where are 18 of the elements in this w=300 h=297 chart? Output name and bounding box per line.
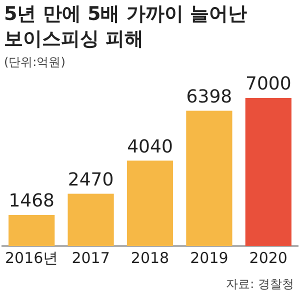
x-tick-label: 2016년 bbox=[5, 248, 58, 267]
data-label: 2470 bbox=[68, 169, 114, 190]
x-tick-label: 2019 bbox=[190, 248, 228, 267]
text: 자료: 경찰청 bbox=[226, 276, 294, 293]
data-label: 7000 bbox=[245, 74, 292, 95]
bar bbox=[126, 160, 174, 246]
bar bbox=[245, 98, 292, 246]
bar bbox=[68, 194, 114, 246]
data-label: 6398 bbox=[186, 86, 232, 108]
x-tick-label: 2018 bbox=[130, 248, 170, 267]
chart-subtitle: (단위:억원) bbox=[4, 54, 66, 71]
bar bbox=[8, 214, 55, 246]
data-label: 1468 bbox=[8, 190, 55, 212]
bar bbox=[186, 110, 232, 246]
data-label: 4040 bbox=[127, 136, 173, 158]
x-tick-label: 2017 bbox=[72, 248, 110, 267]
x-tick-label: 2020 bbox=[249, 248, 288, 267]
chart-title: 5년 만에 5배 가까이 늘어난 보이스피싱 피해 bbox=[4, 2, 247, 52]
